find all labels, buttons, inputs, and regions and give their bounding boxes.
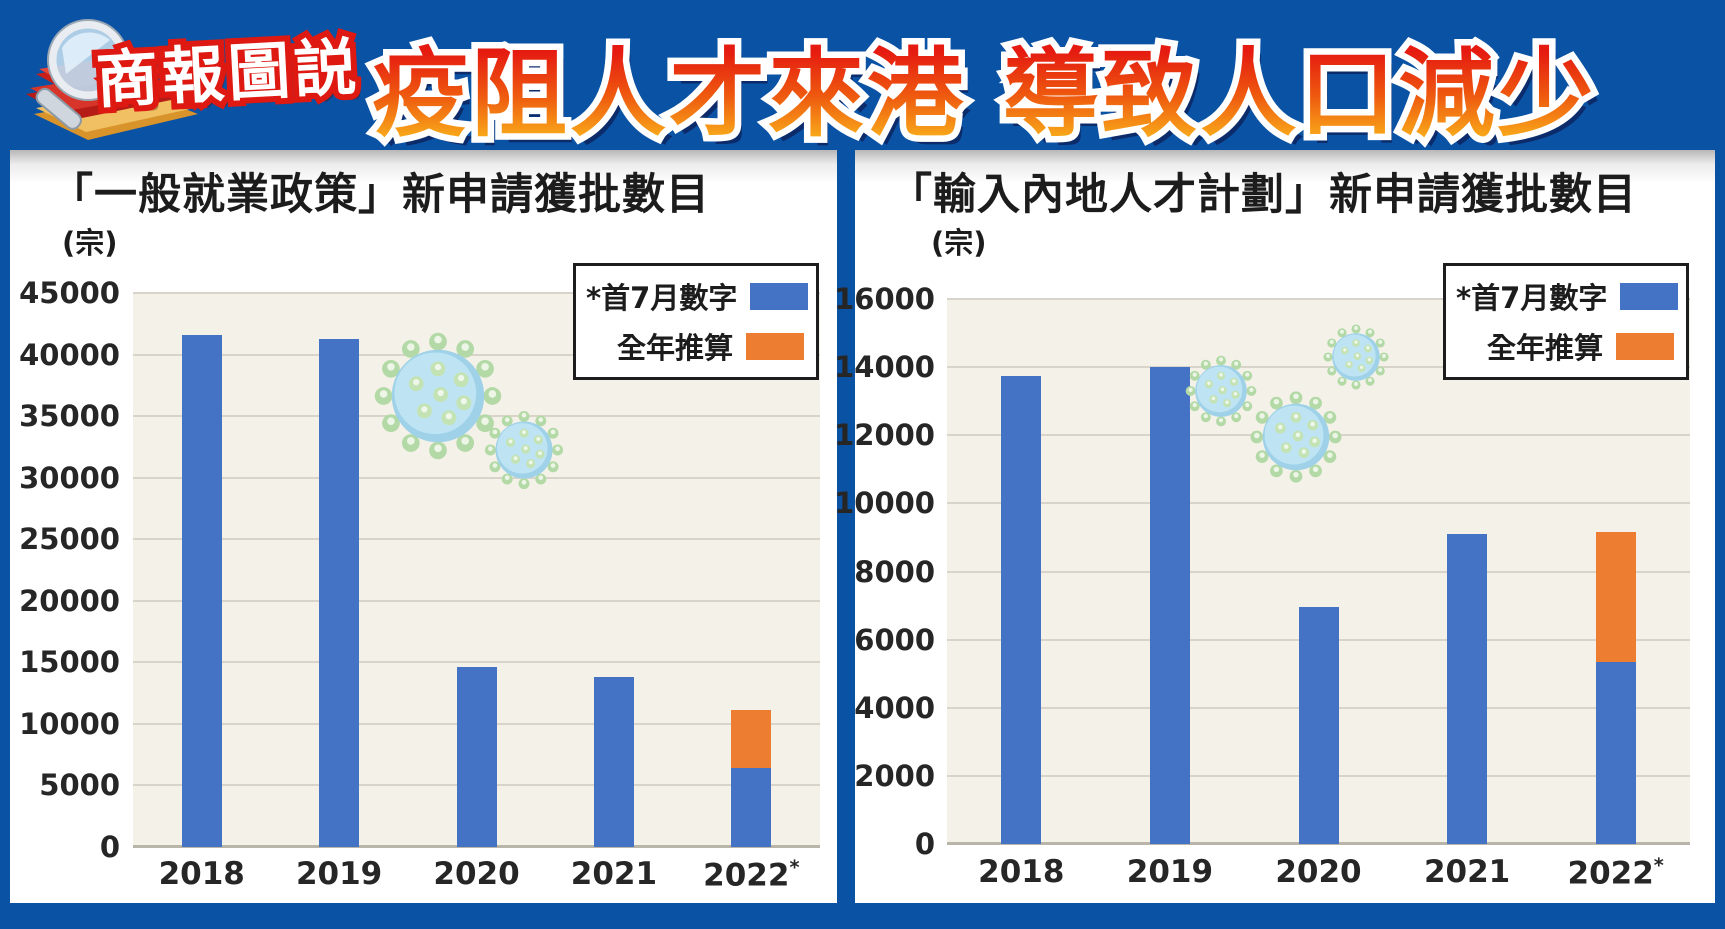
x-axis: 2018 2019 2020 2021 2022*: [947, 854, 1690, 891]
y-axis-tick-label: 10000: [19, 706, 120, 741]
y-axis-tick-label: 10000: [834, 486, 935, 521]
y-axis-tick-label: 0: [99, 830, 120, 864]
x-axis-label: 2018: [978, 854, 1065, 890]
virus-icon: [1323, 324, 1389, 390]
bar-2022: [731, 768, 772, 847]
gridline: [133, 292, 820, 294]
y-axis-tick-label: 0: [914, 827, 935, 861]
y-axis-tick-label: 4000: [854, 690, 935, 725]
x-axis-label: 2022*: [1567, 854, 1664, 892]
legend-swatch: [746, 332, 804, 360]
page-title-fill: 疫阻人才來港 導致人口減少: [372, 38, 1597, 150]
gridline: [133, 661, 820, 664]
bar-2020: [1298, 607, 1339, 844]
y-axis-tick-label: 12000: [834, 418, 935, 453]
y-axis-tick-label: 20000: [19, 583, 120, 618]
legend-item: *首7月數字: [586, 275, 809, 317]
legend-item: 全年推算: [1456, 325, 1674, 367]
gridline: [133, 599, 820, 602]
plot-area: [947, 298, 1690, 845]
legend-label: *首7月數字: [586, 281, 738, 315]
x-axis-label: 2019: [295, 856, 383, 892]
legend-swatch: [1620, 282, 1679, 310]
bar-2021: [593, 677, 634, 847]
charts-row: 「一般就業政策」新申請獲批數目 (宗) 45000 40000 35000 30000…: [0, 150, 1725, 903]
logo-illustration: [26, 19, 198, 140]
legend-item: 全年推算: [586, 325, 804, 367]
y-axis-tick-label: 45000: [19, 276, 120, 310]
legend-label: 全年推算: [616, 331, 733, 365]
bar-2021: [1447, 534, 1488, 844]
chart-legend: *首7月數字全年推算: [573, 263, 819, 380]
chart-title: 「輸入內地人才計劃」新申請獲批數目: [889, 170, 1637, 220]
bar-2019: [319, 338, 360, 847]
x-axis-label: 2018: [158, 856, 245, 892]
bar-2019: [1149, 367, 1190, 844]
x-axis-label: 2019: [1126, 854, 1214, 890]
bar-2020: [456, 667, 497, 847]
x-axis-label: 2020: [1275, 854, 1362, 890]
x-axis-label: 2020: [433, 856, 520, 892]
gridline: [133, 353, 820, 356]
legend-item: *首7月數字: [1456, 275, 1679, 317]
gridline: [947, 570, 1690, 573]
header-banner: 商報圖説 商報圖説 疫阻人才來港 導致人口減少 疫阻人才來港 導致人口減少: [0, 0, 1725, 157]
y-axis-tick-label: 8000: [854, 554, 935, 589]
bottom-frame: [0, 903, 1725, 929]
page-title-outline: 疫阻人才來港 導致人口減少: [365, 16, 1599, 157]
gridline: [947, 502, 1690, 505]
legend-label: *首7月數字: [1456, 281, 1608, 315]
legend-swatch: [1616, 332, 1674, 360]
gridline: [133, 538, 820, 541]
legend-label: 全年推算: [1486, 331, 1603, 365]
bar-2022-projection: [1595, 532, 1636, 662]
x-axis-label: 2021: [1423, 854, 1511, 890]
y-axis-tick-label: 2000: [854, 758, 935, 793]
virus-icon: [1250, 391, 1342, 483]
page-title: 疫阻人才來港 導致人口減少 疫阻人才來港 導致人口減少: [365, 16, 1599, 157]
y-axis-tick-label: 6000: [854, 622, 935, 657]
y-axis-tick-label: 30000: [19, 460, 120, 495]
y-axis-tick-label: 5000: [39, 768, 120, 803]
bar-2018: [181, 334, 222, 847]
chart-title: 「一般就業政策」新申請獲批數目: [50, 170, 710, 220]
logo-text: 商報圖説 商報圖説: [88, 16, 367, 123]
y-axis-unit: (宗): [62, 226, 118, 260]
gridline: [947, 366, 1690, 369]
bar-2022: [1595, 661, 1636, 844]
logo-text-fill: 商報圖説: [94, 30, 362, 117]
x-axis-label: 2022*: [703, 856, 800, 894]
chart-panel-general-employment: 「一般就業政策」新申請獲批數目 (宗) 45000 40000 35000 30000…: [10, 150, 837, 903]
y-axis-unit: (宗): [931, 226, 987, 260]
y-axis-tick-label: 35000: [19, 399, 120, 434]
bar-2022-projection: [731, 710, 772, 769]
chart-panel-mainland-talents: 「輸入內地人才計劃」新申請獲批數目 (宗) 16000 14000 12000 100…: [834, 150, 1715, 903]
magnifier-icon: [35, 19, 129, 130]
y-axis: 16000 14000 12000 10000 8000 6000 4000 2000 0: [834, 282, 937, 861]
y-axis-tick-label: 16000: [834, 282, 935, 316]
chart-legend: *首7月數字全年推算: [1443, 263, 1689, 380]
y-axis-tick-label: 14000: [834, 350, 935, 385]
y-axis-tick-label: 25000: [19, 522, 120, 557]
gridline: [133, 476, 820, 479]
y-axis-tick-label: 15000: [19, 645, 120, 680]
bar-2018: [1001, 375, 1042, 844]
legend-swatch: [750, 282, 809, 310]
y-axis-tick-label: 40000: [19, 337, 120, 372]
virus-icon: [484, 410, 564, 490]
gridline: [947, 298, 1690, 300]
x-axis-label: 2021: [570, 856, 658, 892]
y-axis: 45000 40000 35000 30000 25000 20000 15000 10000…: [10, 276, 122, 864]
x-axis: 2018 2019 2020 2021 2022*: [133, 856, 820, 893]
